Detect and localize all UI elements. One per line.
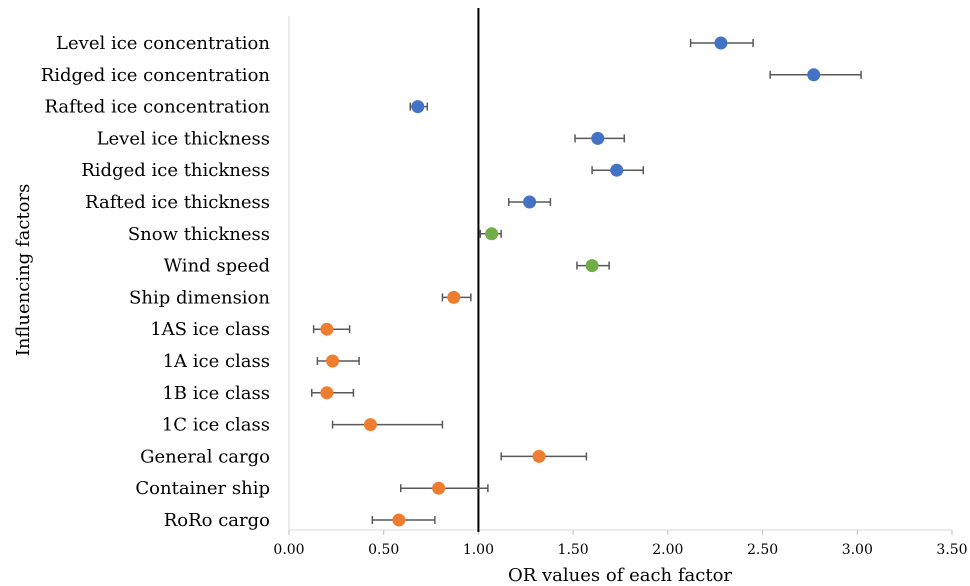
x-tick-label: 3.50	[936, 542, 967, 558]
x-tick-label: 1.50	[558, 542, 589, 558]
data-point	[807, 68, 821, 82]
category-label: Rafted ice thickness	[85, 192, 270, 213]
category-label: 1C ice class	[162, 415, 270, 436]
x-tick-label: 2.00	[652, 542, 683, 558]
category-label: General cargo	[140, 446, 270, 467]
plot-axes: 0.00 0.50 1.00 1.50 2.00 2.50 3.00 3.50	[273, 8, 968, 558]
x-tick-label: 3.00	[842, 542, 873, 558]
category-label: 1A ice class	[163, 351, 270, 372]
data-point	[320, 322, 334, 336]
x-tick-label: 1.00	[463, 542, 494, 558]
x-tick-label: 2.50	[747, 542, 778, 558]
category-label: Level ice thickness	[97, 128, 270, 149]
category-label: 1B ice class	[162, 383, 270, 404]
data-point	[411, 100, 425, 114]
data-point	[523, 195, 537, 209]
category-label: Wind speed	[164, 256, 270, 277]
data-point	[392, 513, 406, 527]
data-point	[432, 481, 446, 495]
y-axis-title: Influencing factors	[13, 184, 34, 357]
data-point	[532, 449, 546, 463]
data-point	[320, 386, 334, 400]
data-point	[714, 36, 728, 50]
category-label: 1AS ice class	[150, 319, 270, 340]
data-point	[610, 163, 624, 177]
category-label: Ridged ice thickness	[81, 160, 270, 181]
category-label: Snow thickness	[128, 224, 270, 245]
x-tick-label: 0.50	[368, 542, 399, 558]
data-point	[485, 227, 499, 241]
category-label: Ship dimension	[129, 287, 270, 308]
category-labels: Level ice concentration Ridged ice concen…	[41, 33, 271, 531]
category-label: Container ship	[135, 478, 270, 499]
category-label: Rafted ice concentration	[44, 97, 270, 118]
data-point	[326, 354, 340, 368]
data-point	[585, 259, 599, 273]
x-axis-title: OR values of each factor	[508, 565, 732, 586]
category-label: Ridged ice concentration	[41, 65, 271, 86]
category-label: RoRo cargo	[164, 510, 270, 531]
data-point	[591, 131, 605, 145]
data-point	[447, 290, 461, 304]
category-label: Level ice concentration	[56, 33, 270, 54]
data-point	[363, 418, 377, 432]
x-tick-label: 0.00	[273, 542, 304, 558]
data-marks	[310, 36, 862, 527]
